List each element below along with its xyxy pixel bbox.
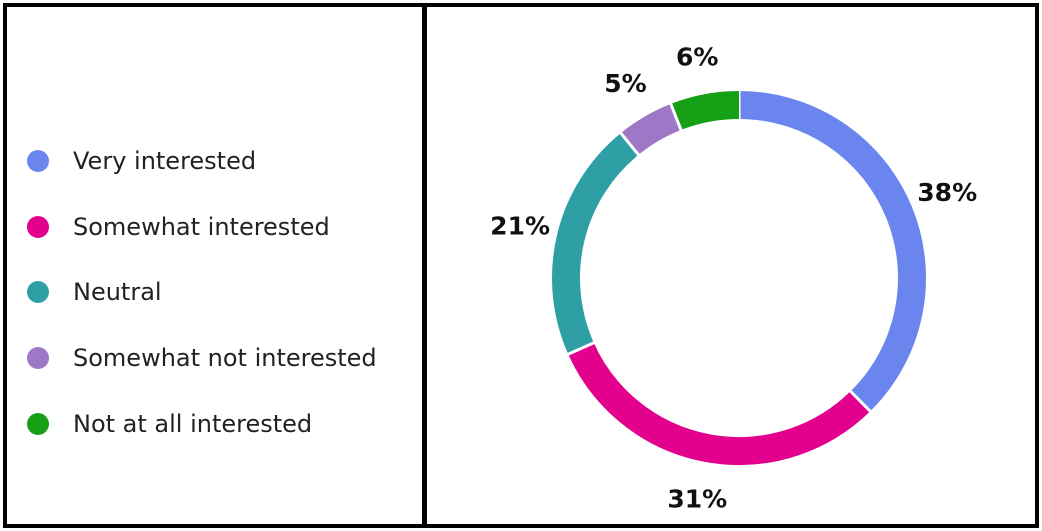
legend-marker (27, 413, 49, 436)
donut-slice-neutral (552, 133, 639, 355)
donut-slice-not-at-all-interested (670, 91, 740, 131)
donut-slice-somewhat-interested (568, 342, 871, 465)
slice-separator (618, 130, 641, 158)
legend-label: Neutral (73, 278, 162, 307)
donut-slice-somewhat-not-interested (620, 103, 682, 156)
legend-panel: Very interested Somewhat interested Neut… (3, 3, 426, 528)
legend-item-neutral: Neutral (27, 260, 377, 326)
legend-marker (27, 149, 49, 172)
legend-item-not-at-all-interested: Not at all interested (27, 391, 377, 457)
legend-marker (27, 215, 49, 238)
slice-separator (565, 340, 597, 357)
legend-label: Somewhat not interested (73, 344, 377, 373)
chart-panel: 38% 31% 21% 5% 6% (423, 3, 1039, 528)
legend-item-somewhat-interested: Somewhat interested (27, 194, 377, 260)
slice-separator (848, 388, 873, 414)
legend-label: Not at all interested (73, 410, 313, 439)
legend-item-very-interested: Very interested (27, 128, 377, 194)
legend-marker (27, 347, 49, 370)
slice-separator (668, 101, 684, 133)
data-label-not-at-all-interested: 6% (676, 42, 718, 71)
legend-label: Very interested (73, 146, 257, 175)
legend-marker (27, 281, 49, 304)
donut-slice-very-interested (738, 91, 926, 412)
legend-label: Somewhat interested (73, 212, 330, 241)
data-label-very-interested: 38% (917, 178, 977, 207)
data-label-somewhat-not-interested: 5% (604, 69, 646, 98)
legend: Very interested Somewhat interested Neut… (27, 128, 377, 457)
data-label-somewhat-interested: 31% (667, 485, 727, 514)
legend-item-somewhat-not-interested: Somewhat not interested (27, 325, 377, 391)
data-label-neutral: 21% (490, 211, 550, 240)
donut-chart: 38% 31% 21% 5% 6% (490, 42, 977, 514)
